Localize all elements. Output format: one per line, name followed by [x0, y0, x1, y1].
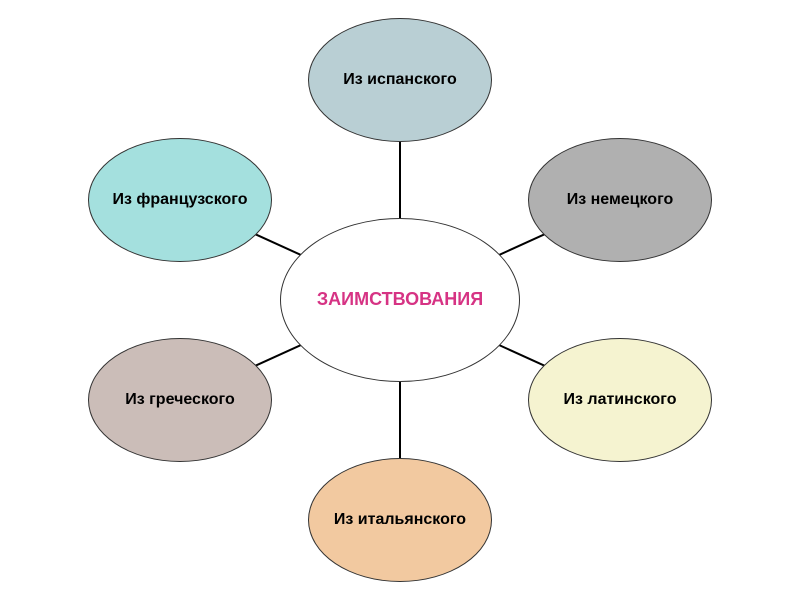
node-french-label: Из французского: [112, 190, 247, 209]
node-spanish: Из испанского: [308, 18, 492, 142]
node-spanish-label: Из испанского: [343, 70, 457, 89]
node-greek-label: Из греческого: [125, 390, 235, 409]
node-german: Из немецкого: [528, 138, 712, 262]
node-german-label: Из немецкого: [567, 190, 674, 209]
node-center-label: ЗАИМСТВОВАНИЯ: [317, 289, 483, 311]
node-latin: Из латинского: [528, 338, 712, 462]
node-french: Из французского: [88, 138, 272, 262]
diagram-canvas: Из испанского Из немецкого Из латинского…: [0, 0, 800, 600]
node-italian-label: Из итальянского: [334, 510, 466, 529]
node-greek: Из греческого: [88, 338, 272, 462]
node-italian: Из итальянского: [308, 458, 492, 582]
node-latin-label: Из латинского: [564, 390, 677, 409]
node-center: ЗАИМСТВОВАНИЯ: [280, 218, 520, 382]
